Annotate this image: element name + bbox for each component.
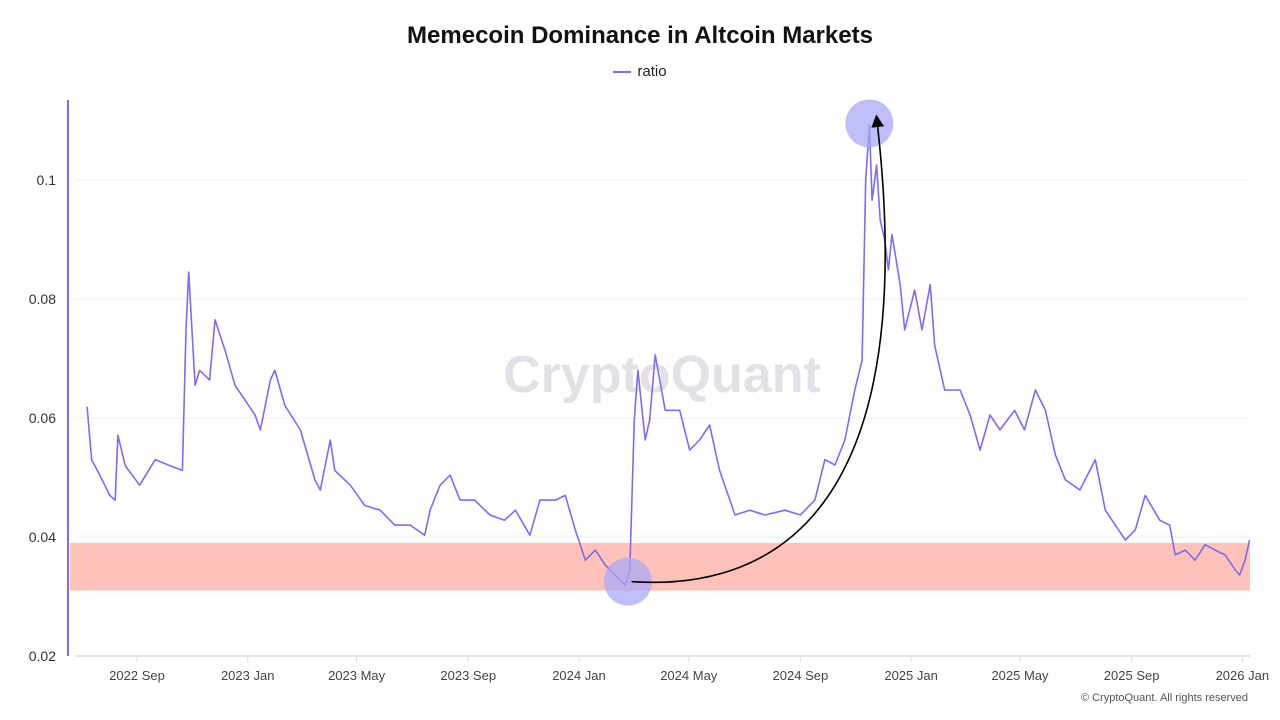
- x-tick-label: 2023 Jan: [221, 668, 275, 683]
- y-axis: 0.02 0.04 0.06 0.08 0.1: [29, 100, 69, 664]
- x-tick-label: 2023 Sep: [440, 668, 496, 683]
- y-tick-label: 0.02: [29, 648, 56, 664]
- grid: [75, 179, 1250, 538]
- x-tick-label: 2025 Jan: [884, 668, 938, 683]
- x-tick-label: 2025 Sep: [1104, 668, 1160, 683]
- x-tick-label: 2024 Sep: [773, 668, 829, 683]
- y-tick-label: 0.1: [37, 172, 57, 188]
- y-tick-label: 0.08: [29, 291, 56, 307]
- trend-arrow: [631, 114, 886, 584]
- x-tick-label: 2025 May: [991, 668, 1049, 683]
- chart-title: Memecoin Dominance in Altcoin Markets: [407, 22, 873, 49]
- peak-marker-circle: [845, 99, 894, 148]
- x-tick-label: 2024 Jan: [552, 668, 606, 683]
- low-marker-circle: [603, 557, 652, 606]
- legend[interactable]: ratio: [0, 63, 1280, 80]
- y-tick-label: 0.06: [29, 410, 56, 426]
- copyright: © CryptoQuant. All rights reserved: [1080, 692, 1248, 704]
- y-tick-label: 0.04: [29, 529, 56, 545]
- legend-swatch: [613, 70, 632, 73]
- x-tick-label: 2024 May: [660, 668, 718, 683]
- highlight-band: [70, 542, 1250, 591]
- x-axis: 2022 Sep 2023 Jan 2023 May 2023 Sep 2024 Jan…: [75, 655, 1270, 683]
- x-tick-label: 2026 Jan: [1216, 668, 1270, 683]
- legend-label: ratio: [637, 63, 667, 80]
- series-line-ratio: [86, 124, 1251, 587]
- x-tick-label: 2023 May: [328, 668, 386, 683]
- x-tick-label: 2022 Sep: [109, 668, 165, 683]
